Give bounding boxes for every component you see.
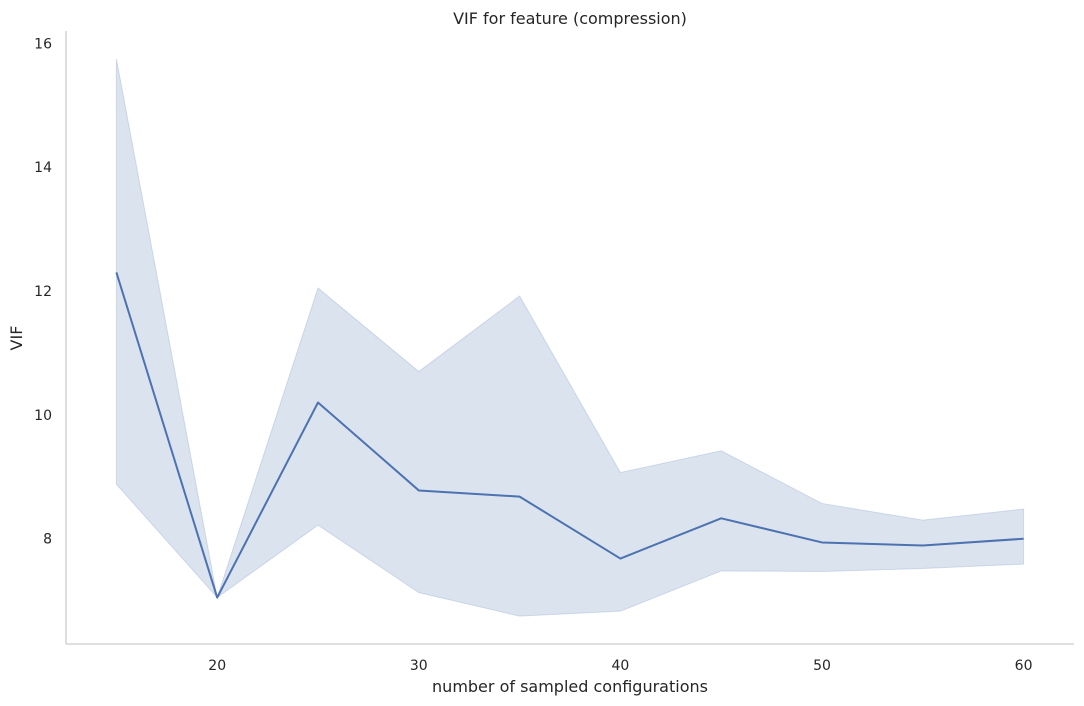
data-point — [215, 596, 219, 600]
y-tick-label: 12 — [34, 284, 52, 300]
x-tick-label: 40 — [611, 658, 629, 674]
x-tick-label: 50 — [813, 658, 831, 674]
x-tick-labels: 20 30 40 50 60 — [208, 658, 1032, 674]
x-axis-label: number of sampled configurations — [432, 677, 708, 696]
y-tick-label: 16 — [34, 36, 52, 52]
y-tick-label: 8 — [43, 532, 52, 548]
y-tick-labels: 8 10 12 14 16 — [34, 36, 52, 547]
plot-area — [114, 58, 1026, 617]
data-point — [114, 270, 118, 274]
x-tick-label: 60 — [1015, 658, 1033, 674]
data-point — [618, 557, 622, 561]
data-point — [719, 516, 723, 520]
chart-title: VIF for feature (compression) — [453, 9, 687, 28]
series-line — [115, 272, 1024, 599]
data-point — [417, 488, 421, 492]
data-point — [921, 544, 925, 548]
confidence-band — [115, 58, 1025, 617]
y-tick-label: 10 — [34, 408, 52, 424]
y-axis-label: VIF — [7, 326, 26, 351]
y-tick-label: 14 — [34, 160, 52, 176]
x-tick-label: 20 — [208, 658, 226, 674]
data-point — [1022, 537, 1026, 541]
data-point — [820, 540, 824, 544]
data-point — [316, 401, 320, 405]
x-tick-label: 30 — [410, 658, 428, 674]
data-point — [518, 495, 522, 499]
